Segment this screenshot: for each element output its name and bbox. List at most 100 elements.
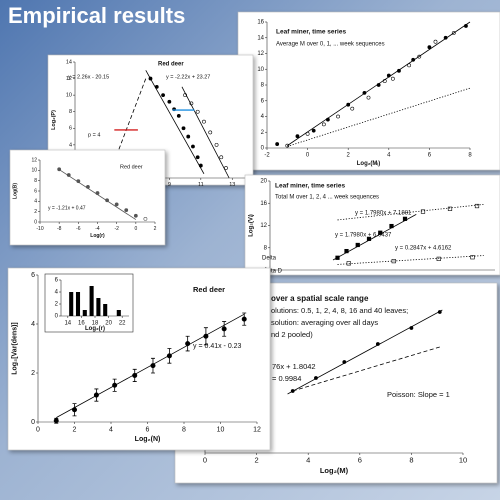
y-tick-label: 2	[34, 209, 37, 215]
annotation: olutions: 0.5, 1, 2, 4, 8, 16 and 40 lea…	[271, 306, 408, 315]
annotation: Average M over 0, 1, ... week sequences	[276, 42, 385, 48]
data-point	[221, 326, 227, 332]
y-tick-label: 6	[55, 278, 59, 284]
x-tick-label: -2	[114, 226, 119, 232]
chart-panel: 0 2 4 6 14 16 18 20 22 Log₂(r)	[44, 273, 134, 333]
y-tick-label: 8	[261, 83, 265, 89]
chart-panel: 0 2 4 6 8 10 12 -10 -8 -6 -4 -2 0 2 Log(r) Log(B) Red de…	[9, 149, 166, 246]
chart-panel: 48121620Log₂(Vᵢ)Leaf miner, time seriesT…	[244, 174, 500, 276]
y-tick-label: 4	[55, 290, 59, 296]
histogram-bar	[103, 304, 108, 316]
data-point	[202, 119, 206, 124]
data-point	[133, 213, 138, 218]
x-tick-label: 6	[428, 153, 432, 159]
x-tick-label: 6	[146, 426, 150, 433]
y-tick-label: 16	[257, 20, 264, 26]
x-tick-label: 22	[119, 321, 126, 327]
y-axis-label: Log(B)	[12, 183, 18, 199]
x-tick-label: -10	[36, 226, 43, 232]
data-point	[241, 316, 247, 322]
y-tick-label: 14	[66, 59, 72, 65]
annotation: = 0.9984	[272, 374, 301, 383]
x-tick-label: 2	[255, 456, 259, 465]
data-point	[186, 134, 191, 139]
y-tick-label: 2	[261, 130, 265, 136]
annotation: Total M over 1, 2, 4 ... week sequences	[275, 195, 379, 201]
annotation: y = 2.26x - 20.15	[68, 74, 109, 80]
y-tick-label: 10	[31, 168, 37, 174]
data-point	[321, 122, 326, 127]
y-tick-label: 2	[31, 370, 35, 377]
annotation: y = 0.41x - 0.23	[193, 343, 242, 350]
x-tick-label: 2	[73, 426, 77, 433]
y-tick-label: 0	[55, 314, 59, 320]
annotation: y = 1.7980x + 7.1881	[355, 211, 412, 217]
data-point	[447, 206, 453, 211]
x-tick-label: 10	[459, 456, 467, 465]
data-point	[124, 208, 129, 213]
annotation: y = -1.21x + 0.47	[48, 205, 86, 211]
chart-title: Red deer	[158, 62, 184, 68]
y-tick-label: 14	[257, 35, 264, 41]
x-tick-label: 4	[387, 153, 391, 159]
histogram-bar	[96, 298, 101, 316]
x-tick-label: 16	[78, 321, 85, 327]
data-point	[336, 114, 340, 119]
y-tick-label: 4	[31, 321, 35, 328]
panel-background	[9, 149, 166, 246]
fit-line	[287, 309, 443, 395]
y-axis-label: Log₂(Vᵢ)	[248, 214, 254, 237]
chart-panel: 0246810121416-202468Log₂(Mᵢ)Log₂(Vᵢ)Leaf…	[237, 11, 500, 171]
data-point	[311, 128, 316, 133]
annotation: y = 1.7980x + 6.0437	[335, 233, 392, 239]
y-tick-label: 0	[31, 419, 35, 426]
x-axis-label: Log₂(Mᵢ)	[357, 161, 381, 167]
y-axis-label: Log₂(P)	[51, 110, 57, 130]
x-tick-label: 11	[198, 182, 204, 188]
y-tick-label: 12	[31, 157, 37, 163]
y-tick-label: 20	[260, 179, 267, 185]
x-tick-label: 0	[306, 153, 310, 159]
fit-line	[56, 313, 245, 418]
data-point	[176, 113, 181, 118]
x-tick-label: -4	[95, 226, 100, 232]
annotation: y = 0.2847x + 4.6162	[395, 246, 452, 252]
fit-line	[287, 87, 471, 147]
data-point	[433, 39, 438, 44]
data-point	[191, 144, 195, 149]
x-tick-label: -6	[76, 226, 81, 232]
x-axis-label: Log₂(M)	[320, 466, 349, 475]
y-tick-label: 10	[257, 67, 264, 73]
histogram-bar	[89, 286, 94, 316]
data-point	[114, 202, 119, 207]
data-point	[219, 155, 224, 160]
y-tick-label: 12	[257, 51, 264, 57]
fit-line	[113, 78, 147, 162]
chart-title: Red deer	[120, 164, 143, 170]
y-axis-label: Log₂[Var(dens)]	[11, 322, 18, 375]
annotation: 76x + 1.8042	[272, 362, 316, 371]
x-tick-label: 0	[203, 456, 207, 465]
fit-line	[287, 21, 471, 146]
data-point	[214, 142, 219, 147]
annotation: p = 4	[88, 132, 100, 138]
panel-background	[44, 273, 134, 333]
y-tick-label: 0	[261, 146, 265, 152]
histogram-bar	[116, 310, 121, 316]
y-tick-label: 4	[261, 114, 265, 120]
y-tick-label: 8	[69, 109, 72, 115]
fit-line	[337, 203, 484, 221]
y-tick-label: 4	[34, 199, 37, 205]
histogram-bar	[82, 310, 87, 316]
panel-background	[237, 11, 500, 171]
chart-title: Red deer	[193, 285, 225, 294]
slide-title: Empirical results	[8, 3, 185, 28]
data-point	[161, 93, 165, 98]
x-tick-label: 18	[92, 321, 99, 327]
y-tick-label: 8	[264, 245, 268, 251]
x-tick-label: 4	[109, 426, 113, 433]
x-tick-label: -8	[57, 226, 62, 232]
y-tick-label: 16	[260, 201, 267, 207]
